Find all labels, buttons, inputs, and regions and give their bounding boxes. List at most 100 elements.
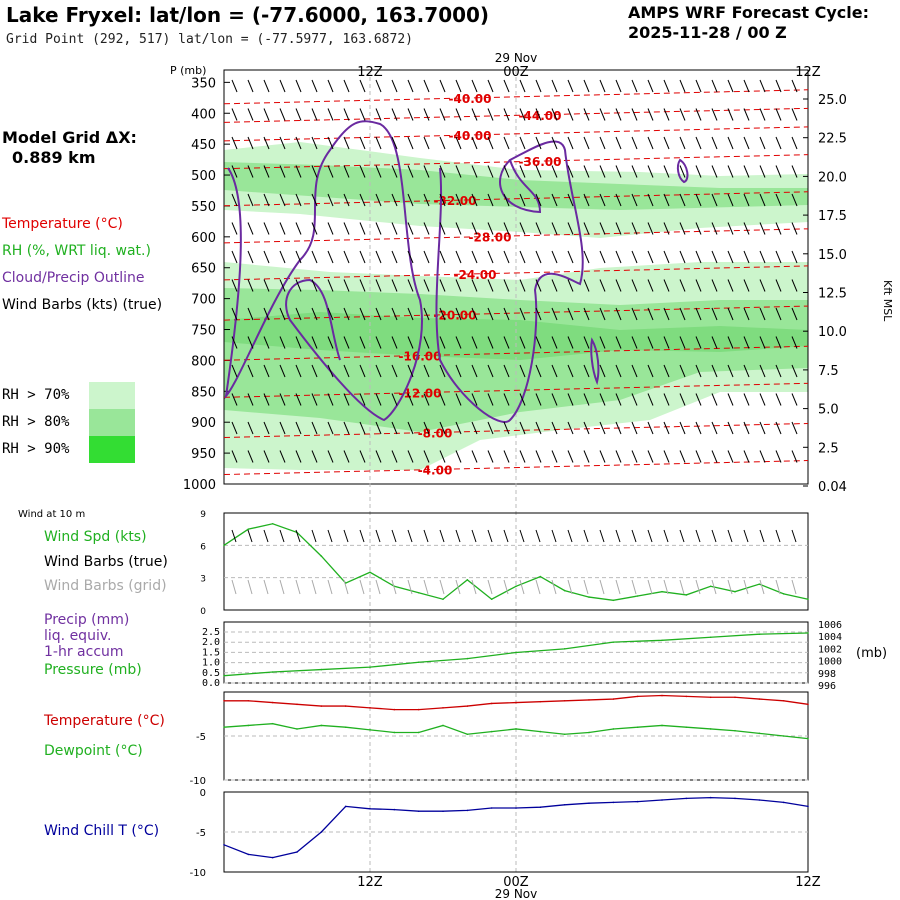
wind-barb xyxy=(423,250,430,264)
wind-barb-grid xyxy=(391,579,397,595)
wind-barb xyxy=(455,250,462,264)
temperature-line-point xyxy=(782,700,785,702)
wind-barb xyxy=(583,336,590,349)
wind-barb xyxy=(295,364,302,378)
wind-barb xyxy=(727,450,734,463)
wind-barb xyxy=(535,364,542,378)
wind-barb xyxy=(263,336,270,349)
temperature-contour xyxy=(223,345,809,361)
wind-barb xyxy=(263,222,270,235)
wind-barb xyxy=(791,393,798,406)
wind-barb xyxy=(279,336,286,349)
temperature-line-point xyxy=(539,700,542,703)
wind-barb xyxy=(295,393,302,406)
wind-speed-line-point xyxy=(515,585,517,588)
wind-barb-grid xyxy=(679,579,685,595)
wind-speed-line-point xyxy=(320,555,323,557)
pressure-tick-label: 900 xyxy=(191,416,216,431)
wind-barb xyxy=(375,165,382,178)
wind-barb xyxy=(743,136,750,150)
height-tick-label: 25.0 xyxy=(818,93,847,108)
wind-barb xyxy=(615,222,622,235)
pressure-tick-label: 600 xyxy=(191,231,216,246)
wind-barb xyxy=(231,193,238,207)
wind-barb xyxy=(327,108,334,121)
wind-barb xyxy=(439,336,446,349)
wind-barb xyxy=(599,250,606,264)
wind-barb xyxy=(599,336,606,349)
wind-barb xyxy=(583,136,590,150)
wind-barb xyxy=(279,165,286,178)
legend-rh: RH (%, WRT liq. wat.) xyxy=(2,243,151,259)
wind-barb xyxy=(295,165,302,178)
wind-barb xyxy=(759,165,766,178)
wind-barb xyxy=(343,193,350,207)
temperature-line-point xyxy=(417,708,420,711)
pressure-line-point xyxy=(612,641,615,643)
wind-barb-true xyxy=(727,529,733,543)
precip-ytick: 1.5 xyxy=(202,647,220,658)
temperature-line-point xyxy=(271,701,274,704)
wind-speed-panel xyxy=(223,512,809,611)
wind-barb xyxy=(647,79,654,93)
wind-barb xyxy=(695,108,702,121)
wind-barb xyxy=(551,336,558,349)
wind-barb xyxy=(743,307,750,321)
cloud-outline xyxy=(224,120,423,422)
temperature-line-point xyxy=(490,702,493,705)
wind-barb xyxy=(759,279,766,292)
wind-barb xyxy=(791,307,798,321)
wind-chill-line-point xyxy=(636,800,639,803)
wind-barb xyxy=(231,307,238,321)
wind-barb xyxy=(407,393,414,406)
wind-barb xyxy=(551,250,558,264)
temperature-contour xyxy=(223,228,809,244)
wind-barb xyxy=(535,279,542,292)
wind-barb xyxy=(311,108,318,121)
wind-barb xyxy=(311,279,318,292)
wind-barb xyxy=(439,279,446,292)
wind-barb xyxy=(375,108,382,121)
wind-barb xyxy=(503,108,510,121)
wind-barb xyxy=(423,450,430,463)
wind-barb-grid xyxy=(375,579,381,595)
pressure-ytick: 998 xyxy=(818,669,836,680)
wind-barb xyxy=(663,193,670,207)
wind-barb xyxy=(695,250,702,264)
wind-barb xyxy=(311,79,318,93)
wind-barb xyxy=(727,108,734,121)
wind-barb xyxy=(487,336,494,349)
wind-barb xyxy=(615,421,622,435)
wind-barb xyxy=(567,165,574,178)
wind-barb-grid xyxy=(663,579,669,595)
wind-barb xyxy=(791,222,798,235)
wind-barb xyxy=(311,364,318,378)
wind-barb xyxy=(695,222,702,235)
wind-barb xyxy=(503,307,510,321)
wind-barb xyxy=(487,250,494,264)
wind-barb xyxy=(391,279,398,292)
wind-barb xyxy=(631,279,638,292)
wind-barb-grid xyxy=(295,579,301,595)
wind-barb xyxy=(359,336,366,349)
wind-barb xyxy=(375,222,382,235)
wind-barb xyxy=(599,393,606,406)
wind-barb xyxy=(567,421,574,435)
wind-barb xyxy=(487,421,494,435)
temperature-contour-label: -44.00 xyxy=(519,109,562,123)
wind-barb xyxy=(327,307,334,321)
wind-barb xyxy=(407,250,414,264)
temperature-line-point xyxy=(344,705,347,707)
wind-barb-grid xyxy=(263,579,269,595)
wind-barb xyxy=(583,450,590,463)
wind-barb xyxy=(247,393,254,406)
wind-barb xyxy=(679,336,686,349)
wind-barb xyxy=(503,136,510,150)
wind-barb xyxy=(583,421,590,435)
wind-barb xyxy=(583,222,590,235)
wind-barb xyxy=(279,222,286,235)
wind-barb xyxy=(647,136,654,150)
wind-barb xyxy=(375,336,382,349)
wind-barb xyxy=(343,364,350,378)
